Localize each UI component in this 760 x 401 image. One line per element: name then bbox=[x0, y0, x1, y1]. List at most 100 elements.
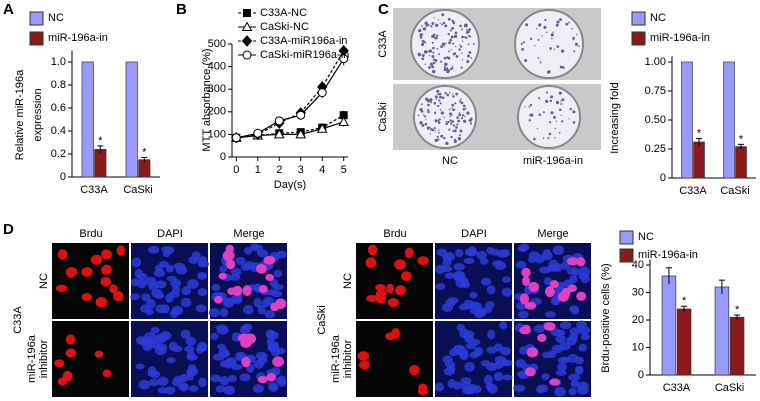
nucleus bbox=[453, 263, 465, 271]
colony bbox=[462, 40, 464, 42]
nucleus bbox=[521, 324, 531, 333]
y-tick-label: 400 bbox=[208, 61, 226, 73]
nucleus bbox=[95, 296, 108, 308]
y-tick-label: 40 bbox=[632, 259, 644, 271]
nucleus bbox=[357, 351, 370, 361]
colony bbox=[445, 120, 448, 123]
colony bbox=[436, 34, 439, 37]
bar bbox=[693, 141, 705, 179]
nucleus bbox=[268, 382, 277, 390]
nucleus bbox=[227, 374, 237, 383]
legend-label: miR-196a-in bbox=[638, 249, 698, 261]
colony bbox=[430, 25, 433, 28]
nucleus bbox=[219, 307, 229, 318]
nucleus bbox=[223, 358, 235, 369]
nucleus bbox=[198, 377, 207, 388]
nucleus bbox=[257, 375, 268, 384]
nucleus bbox=[215, 385, 226, 393]
colony bbox=[553, 116, 556, 119]
colony bbox=[439, 95, 442, 99]
nucleus bbox=[109, 284, 118, 294]
nucleus bbox=[447, 365, 456, 373]
nucleus bbox=[173, 375, 185, 383]
legend-label: miR-196a-in bbox=[650, 32, 710, 44]
nucleus bbox=[130, 293, 140, 301]
colony bbox=[454, 102, 457, 105]
colony bbox=[438, 118, 441, 121]
colony bbox=[436, 37, 438, 40]
colony bbox=[437, 19, 440, 21]
colony bbox=[440, 45, 443, 49]
colony bbox=[435, 23, 439, 27]
nucleus bbox=[544, 311, 556, 318]
nucleus bbox=[575, 365, 584, 373]
nucleus bbox=[163, 386, 176, 395]
y-tick-label: 0.75 bbox=[645, 85, 666, 97]
nucleus bbox=[578, 266, 591, 277]
nucleus bbox=[552, 245, 564, 256]
colony bbox=[441, 42, 445, 46]
nucleus bbox=[265, 273, 275, 282]
nucleus bbox=[197, 273, 207, 280]
colony bbox=[419, 121, 423, 125]
point bbox=[339, 54, 349, 64]
colony bbox=[443, 68, 447, 72]
column-label: DAPI bbox=[157, 228, 183, 240]
nucleus bbox=[453, 274, 466, 282]
x-tick-label: CaSki bbox=[123, 184, 152, 196]
colony bbox=[560, 100, 562, 102]
colony bbox=[448, 128, 451, 131]
column-label: Brdu bbox=[79, 228, 102, 240]
x-tick-label: C33A bbox=[679, 185, 707, 197]
nucleus bbox=[235, 256, 246, 266]
nucleus bbox=[486, 285, 496, 295]
nucleus bbox=[501, 276, 511, 283]
nucleus bbox=[256, 249, 269, 258]
significance: * bbox=[697, 127, 702, 139]
nucleus bbox=[387, 297, 399, 308]
colony bbox=[434, 95, 438, 98]
nucleus bbox=[94, 350, 104, 358]
colony bbox=[456, 123, 459, 126]
y-tick-label: 100 bbox=[208, 128, 226, 140]
colony bbox=[546, 70, 550, 74]
point bbox=[231, 133, 241, 143]
nucleus bbox=[225, 259, 236, 270]
colony bbox=[429, 98, 433, 102]
nucleus bbox=[576, 385, 589, 395]
row-label: CaSki bbox=[377, 102, 389, 131]
nucleus bbox=[559, 342, 571, 351]
colony bbox=[425, 118, 427, 121]
nucleus bbox=[469, 338, 481, 346]
y-tick-label: 500 bbox=[208, 38, 226, 50]
nucleus bbox=[567, 354, 579, 363]
nucleus bbox=[195, 304, 207, 313]
nucleus bbox=[465, 387, 476, 395]
colony bbox=[432, 61, 436, 65]
nucleus bbox=[242, 285, 252, 297]
nucleus bbox=[198, 255, 208, 266]
colony bbox=[459, 129, 463, 133]
row-label: miR-196a bbox=[26, 334, 38, 383]
colony bbox=[430, 127, 433, 130]
nucleus bbox=[479, 258, 489, 265]
nucleus bbox=[444, 252, 455, 262]
colony bbox=[421, 124, 425, 127]
nucleus bbox=[229, 273, 241, 281]
colony bbox=[419, 107, 423, 112]
nucleus bbox=[241, 323, 253, 332]
colony bbox=[417, 52, 420, 56]
colony bbox=[422, 27, 427, 31]
colony bbox=[441, 13, 445, 17]
cell-line-label: CaSki bbox=[316, 305, 328, 334]
legend-label: C33A-NC bbox=[260, 7, 307, 19]
column-label: DAPI bbox=[461, 228, 487, 240]
nucleus bbox=[266, 372, 277, 382]
nucleus bbox=[170, 308, 179, 319]
nucleus bbox=[90, 254, 103, 265]
nucleus bbox=[186, 350, 195, 360]
nucleus bbox=[166, 275, 178, 282]
colony bbox=[449, 119, 452, 122]
nucleus bbox=[275, 377, 284, 384]
colony bbox=[440, 60, 443, 63]
